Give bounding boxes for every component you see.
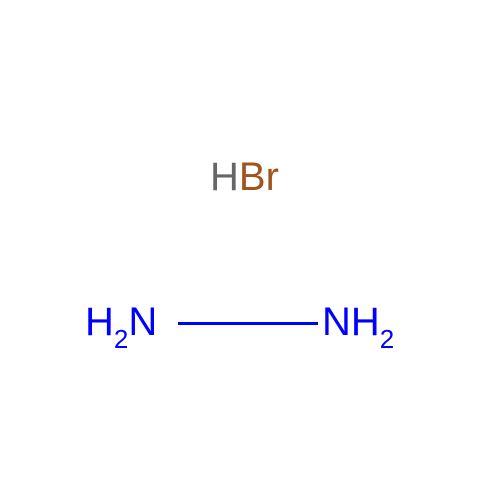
- hbr-label: HBr: [210, 155, 279, 200]
- left-amine-group: H2N: [85, 300, 157, 351]
- hbr-h: H: [210, 155, 239, 199]
- hbr-br: Br: [239, 155, 279, 199]
- left-h: H: [85, 300, 114, 344]
- left-n: N: [128, 300, 157, 344]
- left-sub: 2: [114, 324, 128, 354]
- right-h: H: [351, 300, 380, 344]
- right-amine-group: NH2: [322, 300, 394, 351]
- bond-line: [178, 322, 318, 325]
- right-n: N: [322, 300, 351, 344]
- right-sub: 2: [380, 324, 394, 354]
